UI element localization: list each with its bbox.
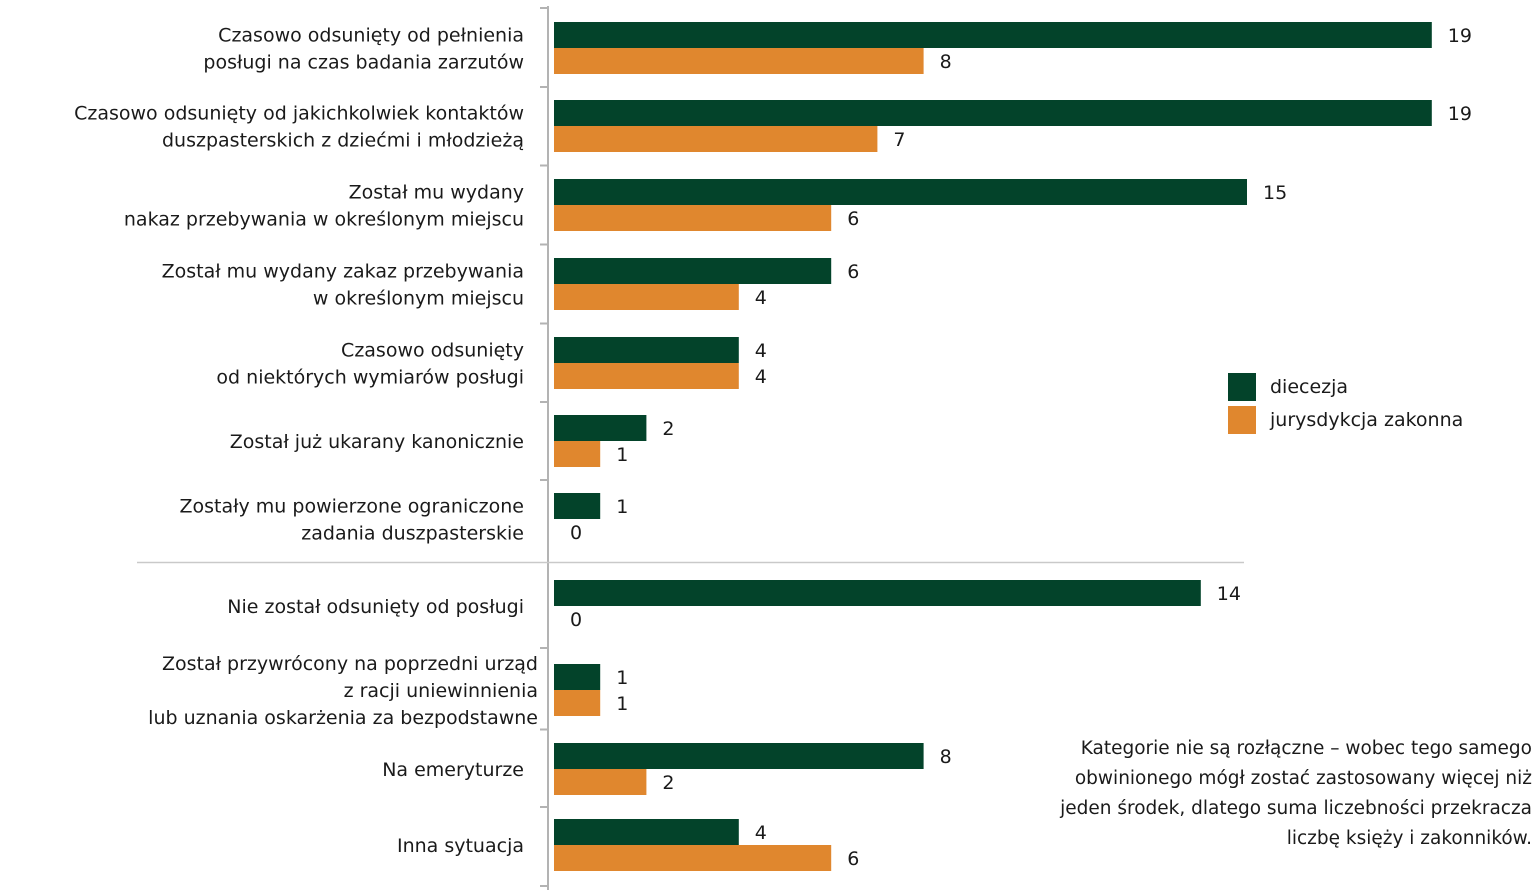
category-label-line: duszpasterskich z dziećmi i młodzieżą bbox=[162, 130, 524, 152]
category-label: Na emeryturze bbox=[382, 759, 524, 781]
data-label: 8 bbox=[940, 746, 952, 768]
data-label: 19 bbox=[1448, 25, 1472, 47]
category-label: Został już ukarany kanonicznie bbox=[230, 431, 524, 453]
bar-jurysdykcja-zakonna bbox=[554, 845, 832, 871]
category-label-line: Nie został odsunięty od posługi bbox=[227, 596, 524, 618]
data-label: 7 bbox=[893, 129, 905, 151]
legend-label: diecezja bbox=[1270, 375, 1349, 398]
data-label: 1 bbox=[616, 667, 628, 689]
category-label-line: Został mu wydany bbox=[349, 182, 524, 204]
bar-diecezja bbox=[554, 743, 924, 769]
category-label-line: Czasowo odsunięty od jakichkolwiek konta… bbox=[74, 103, 524, 125]
bar-jurysdykcja-zakonna bbox=[554, 441, 601, 467]
bar-diecezja bbox=[554, 819, 739, 845]
data-label: 8 bbox=[940, 51, 952, 73]
category-label: Czasowo odsunięty od pełnienia posługi na… bbox=[203, 25, 524, 74]
data-label: 1 bbox=[616, 693, 628, 715]
data-label: 19 bbox=[1448, 103, 1472, 125]
legend-swatch-jurysdykcja-zakonna bbox=[1228, 405, 1256, 434]
category-label: Zostały mu powierzone ograniczone zadania… bbox=[179, 496, 524, 545]
legend-swatch-diecezja bbox=[1228, 372, 1256, 401]
note-line: obwinionego mógł zostać zastosowany więc… bbox=[1074, 768, 1532, 789]
legend: diecezja jurysdykcja zakonna bbox=[1228, 370, 1463, 436]
bar-diecezja bbox=[554, 100, 1432, 126]
bar-jurysdykcja-zakonna bbox=[554, 48, 924, 74]
chart-note: Kategorie nie są rozłączne – wobec tego … bbox=[960, 734, 1532, 854]
bar-jurysdykcja-zakonna bbox=[554, 769, 647, 795]
category-label-line: w określonym miejscu bbox=[313, 288, 524, 310]
legend-item-diecezja: diecezja bbox=[1228, 370, 1463, 403]
data-label: 1 bbox=[616, 444, 628, 466]
bar-jurysdykcja-zakonna bbox=[554, 690, 601, 716]
category-label-line: od niektórych wymiarów posługi bbox=[216, 367, 524, 389]
data-label: 2 bbox=[662, 772, 674, 794]
legend-label: jurysdykcja zakonna bbox=[1270, 408, 1464, 431]
category-label: Czasowo odsunięty od niektórych wymiarów … bbox=[216, 340, 524, 389]
data-label: 0 bbox=[570, 609, 582, 631]
data-label: 6 bbox=[847, 848, 859, 870]
category-label-line: Inna sytuacja bbox=[397, 835, 524, 857]
bar-jurysdykcja-zakonna bbox=[554, 363, 739, 389]
category-label: Czasowo odsunięty od jakichkolwiek konta… bbox=[74, 103, 524, 152]
category-label-line: z racji uniewinnienia bbox=[344, 680, 538, 702]
category-label-line: Zostały mu powierzone ograniczone bbox=[179, 496, 524, 518]
category-label-line: nakaz przebywania w określonym miejscu bbox=[124, 209, 524, 231]
category-label-line: lub uznania oskarżenia za bezpodstawne bbox=[148, 707, 538, 729]
category-label: Został mu wydany nakaz przebywania w okre… bbox=[124, 182, 524, 231]
note-line: jeden środek, dlatego suma liczebności p… bbox=[1060, 798, 1532, 819]
bar-diecezja bbox=[554, 580, 1201, 606]
data-label: 2 bbox=[662, 418, 674, 440]
category-label-line: Został już ukarany kanonicznie bbox=[230, 431, 524, 453]
data-label: 4 bbox=[755, 340, 767, 362]
note-line: liczbę księży i zakonników. bbox=[1286, 828, 1532, 849]
data-label: 6 bbox=[847, 261, 859, 283]
legend-item-jurysdykcja-zakonna: jurysdykcja zakonna bbox=[1228, 403, 1463, 436]
note-line: Kategorie nie są rozłączne – wobec tego … bbox=[1080, 738, 1532, 759]
bar-diecezja bbox=[554, 493, 601, 519]
category-label-line: zadania duszpasterskie bbox=[301, 523, 524, 545]
data-label: 6 bbox=[847, 208, 859, 230]
bar-diecezja bbox=[554, 415, 647, 441]
category-label-line: posługi na czas badania zarzutów bbox=[203, 52, 524, 74]
bar-diecezja bbox=[554, 337, 739, 363]
bar-diecezja bbox=[554, 22, 1432, 48]
bar-diecezja bbox=[554, 664, 601, 690]
bar-diecezja bbox=[554, 179, 1247, 205]
category-label-line: Czasowo odsunięty bbox=[341, 340, 524, 362]
bar-jurysdykcja-zakonna bbox=[554, 205, 832, 231]
category-label-line: Na emeryturze bbox=[382, 759, 524, 781]
category-label: Inna sytuacja bbox=[397, 835, 524, 857]
data-label: 15 bbox=[1263, 182, 1287, 204]
category-label: Został mu wydany zakaz przebywania w okre… bbox=[162, 261, 524, 310]
category-label-line: Został mu wydany zakaz przebywania bbox=[162, 261, 524, 283]
data-label: 4 bbox=[755, 366, 767, 388]
data-label: 14 bbox=[1217, 583, 1241, 605]
data-label: 4 bbox=[755, 287, 767, 309]
data-label: 4 bbox=[755, 822, 767, 844]
data-label: 0 bbox=[570, 522, 582, 544]
category-label: Nie został odsunięty od posługi bbox=[227, 596, 524, 618]
bar-jurysdykcja-zakonna bbox=[554, 126, 878, 152]
category-label-line: Został przywrócony na poprzedni urząd bbox=[162, 653, 538, 675]
category-label-line: Czasowo odsunięty od pełnienia bbox=[218, 25, 524, 47]
data-label: 1 bbox=[616, 496, 628, 518]
bar-diecezja bbox=[554, 258, 832, 284]
category-label: Został przywrócony na poprzedni urząd z r… bbox=[148, 653, 538, 729]
bar-jurysdykcja-zakonna bbox=[554, 284, 739, 310]
